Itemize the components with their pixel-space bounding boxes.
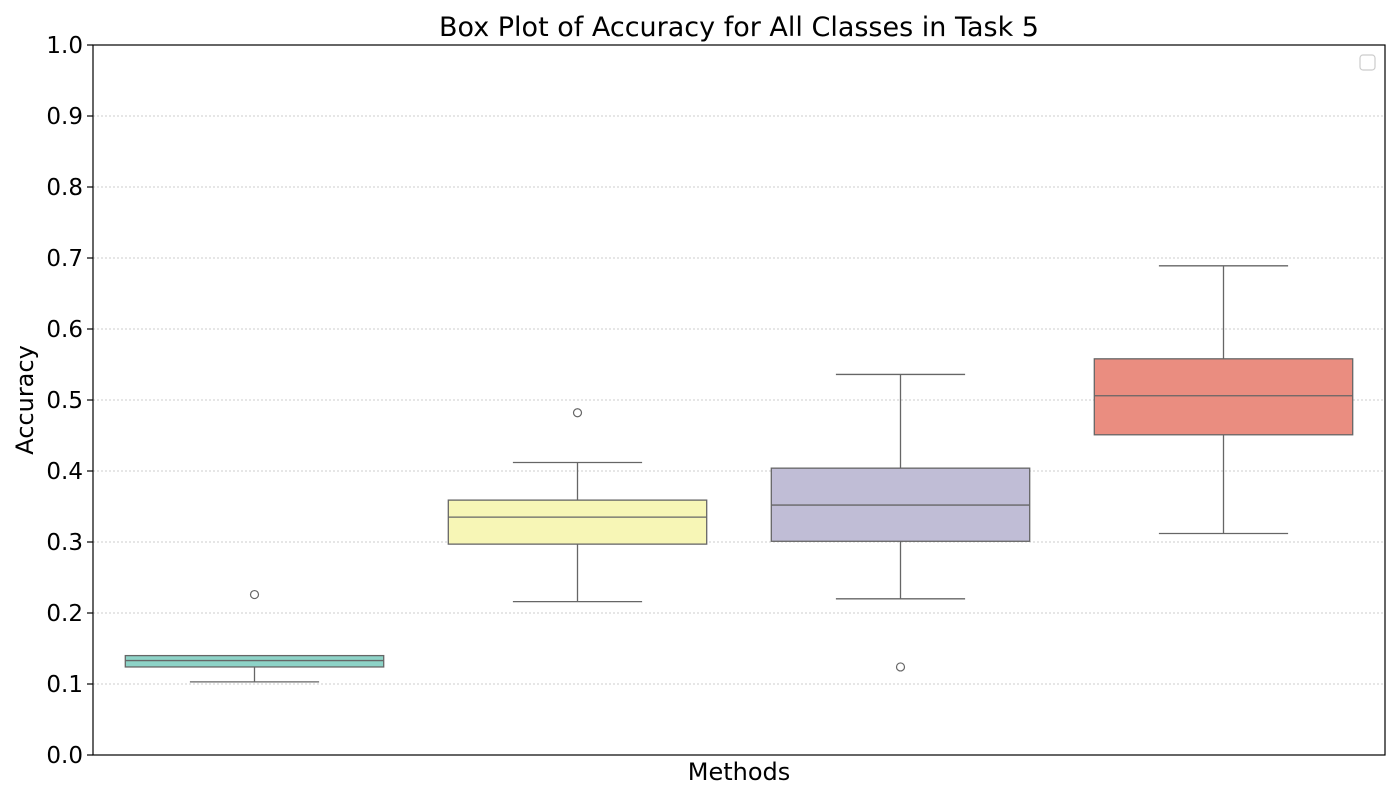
legend-box: [1359, 54, 1376, 71]
box-iqr: [124, 654, 385, 668]
y-tick-label: 0.8: [46, 175, 83, 201]
outlier-point: [249, 589, 260, 600]
y-tick-label: 0.6: [46, 317, 83, 343]
x-axis-label: Methods: [688, 758, 791, 786]
y-tick-label: 0.1: [46, 672, 83, 698]
y-tick-label: 0.0: [46, 743, 83, 769]
y-tick-label: 0.9: [46, 104, 83, 130]
y-axis-ticks: 0.0 0.1 0.2 0.3 0.4 0.5 0.6 0.7 0.8 0.9 1.0: [46, 33, 93, 769]
boxes: [124, 265, 1354, 683]
box-group: [447, 408, 708, 603]
chart-title: Box Plot of Accuracy for All Classes in …: [439, 12, 1039, 43]
box-iqr: [447, 499, 708, 545]
y-tick-label: 0.3: [46, 530, 83, 556]
box-group: [1093, 265, 1354, 535]
y-tick-label: 0.4: [46, 459, 83, 485]
y-tick-label: 1.0: [46, 33, 83, 59]
y-tick-label: 0.2: [46, 601, 83, 627]
box-group: [770, 373, 1031, 672]
outlier-point: [572, 408, 583, 418]
outlier-point: [895, 662, 906, 672]
y-axis-label: Accuracy: [11, 345, 39, 455]
box-iqr: [1093, 358, 1354, 436]
y-tick-label: 0.7: [46, 246, 83, 272]
y-tick-label: 0.5: [46, 388, 83, 414]
box-group: [124, 589, 385, 683]
